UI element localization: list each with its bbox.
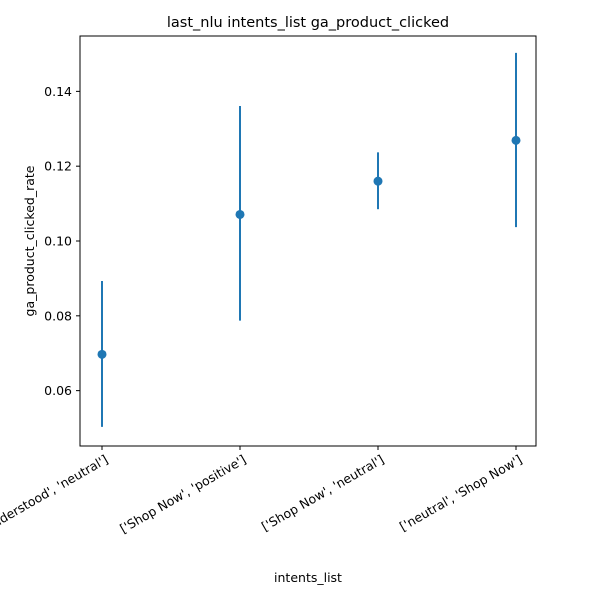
data-point [373, 176, 383, 186]
y-tick-label: 0.06 [44, 383, 72, 398]
y-tick-label: 0.08 [44, 308, 72, 323]
y-tick-label: 0.12 [44, 159, 72, 174]
data-point [235, 209, 245, 219]
y-axis-label: ga_product_clicked_rate [22, 165, 37, 316]
x-axis-label: intents_list [274, 570, 342, 585]
data-point [511, 135, 521, 145]
data-point [97, 349, 107, 359]
y-tick-label: 0.10 [44, 234, 72, 249]
y-tick-label: 0.14 [44, 84, 72, 99]
chart-title: last_nlu intents_list ga_product_clicked [167, 15, 449, 31]
